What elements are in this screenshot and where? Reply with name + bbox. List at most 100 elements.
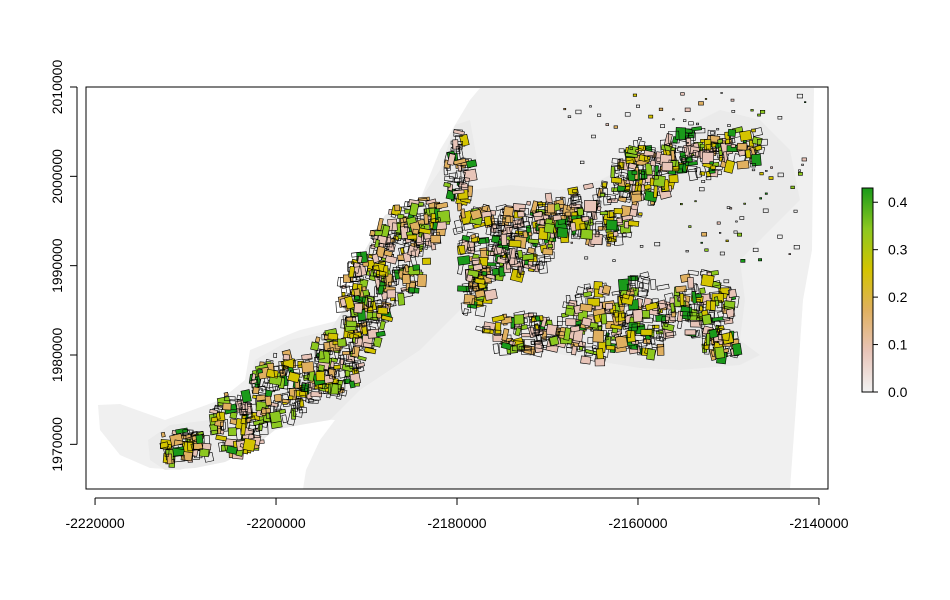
legend-tick-label: 0.0 [888,384,908,400]
field-fragment [751,128,756,133]
field-parcel [611,290,620,296]
field-parcel [381,224,391,238]
field-fragment [635,149,640,153]
field-parcel [401,273,411,284]
field-parcel [257,368,263,374]
field-parcel [641,279,650,293]
field-parcel [337,338,347,347]
field-parcel [591,344,597,350]
field-fragment [639,245,644,248]
field-parcel [316,349,325,360]
field-parcel [463,293,476,306]
field-fragment [648,114,654,119]
x-tick-label: -2180000 [427,515,486,531]
field-parcel [501,328,510,342]
field-parcel [544,192,553,204]
field-parcel [661,322,675,332]
field-parcel [432,221,438,231]
field-parcel [375,245,386,258]
field-fragment [572,233,578,238]
field-parcel [693,298,701,312]
field-parcel [641,316,653,324]
field-parcel [396,264,405,271]
field-parcel [458,147,464,159]
field-parcel [223,391,229,397]
field-parcel [637,343,643,356]
field-parcel [455,146,461,155]
field-parcel [723,317,734,325]
field-parcel [349,380,356,389]
field-parcel [687,269,699,276]
field-parcel [660,144,672,152]
field-parcel [491,314,505,323]
field-parcel [605,302,614,310]
field-fragment [647,155,654,160]
field-parcel [242,437,257,452]
field-fragment [733,230,738,234]
field-fragment [572,203,577,206]
field-parcel [492,343,500,354]
field-parcel [281,398,290,404]
field-fragment [564,220,571,226]
field-parcel [355,362,365,368]
field-parcel [330,383,342,397]
field-fragment [572,189,578,194]
field-parcel [562,301,575,310]
field-parcel [353,302,364,314]
field-parcel [744,149,752,159]
field-parcel [461,234,471,242]
field-parcel [362,342,375,349]
field-parcel [689,303,700,317]
field-fragment [559,210,563,213]
field-fragment [563,108,567,111]
field-parcel [707,129,716,136]
field-parcel [645,163,653,176]
field-parcel [351,345,361,358]
field-parcel [301,353,313,361]
field-parcel [328,350,333,356]
field-parcel [677,145,688,153]
field-fragment [768,176,774,180]
field-parcel [535,260,545,271]
field-parcel [463,222,474,231]
field-parcel [210,416,218,423]
field-parcel [508,340,516,346]
field-parcel [378,274,387,287]
field-fragment [801,163,804,166]
field-parcel [538,255,552,264]
field-parcel [460,208,466,219]
y-tick-label: 2000000 [49,149,65,204]
field-parcel [639,282,644,289]
field-parcel [719,284,731,295]
field-parcel [269,386,279,392]
field-parcel [219,429,225,435]
field-parcel [613,309,619,318]
field-fragment [777,234,783,239]
field-parcel [569,203,581,208]
field-parcel [547,243,553,248]
field-parcel [626,283,637,292]
field-parcel [711,316,724,323]
field-parcel [596,206,602,212]
field-parcel [727,288,737,298]
field-parcel [457,240,472,256]
field-parcel [362,289,370,297]
field-parcel [610,166,616,178]
field-fragment [735,220,738,223]
field-parcel [523,263,537,270]
field-parcel [412,228,419,235]
field-parcel [530,200,539,214]
field-parcel [292,358,305,367]
field-fragment [571,211,578,217]
field-parcel [453,219,464,233]
field-parcel [371,253,380,264]
field-parcel [353,288,361,297]
field-parcel [581,215,590,222]
field-fragment [750,109,754,112]
field-parcel [621,321,629,328]
field-parcel [366,318,372,325]
field-parcel [656,302,669,316]
field-parcel [348,341,356,355]
field-parcel [677,310,684,322]
field-parcel [567,186,579,196]
